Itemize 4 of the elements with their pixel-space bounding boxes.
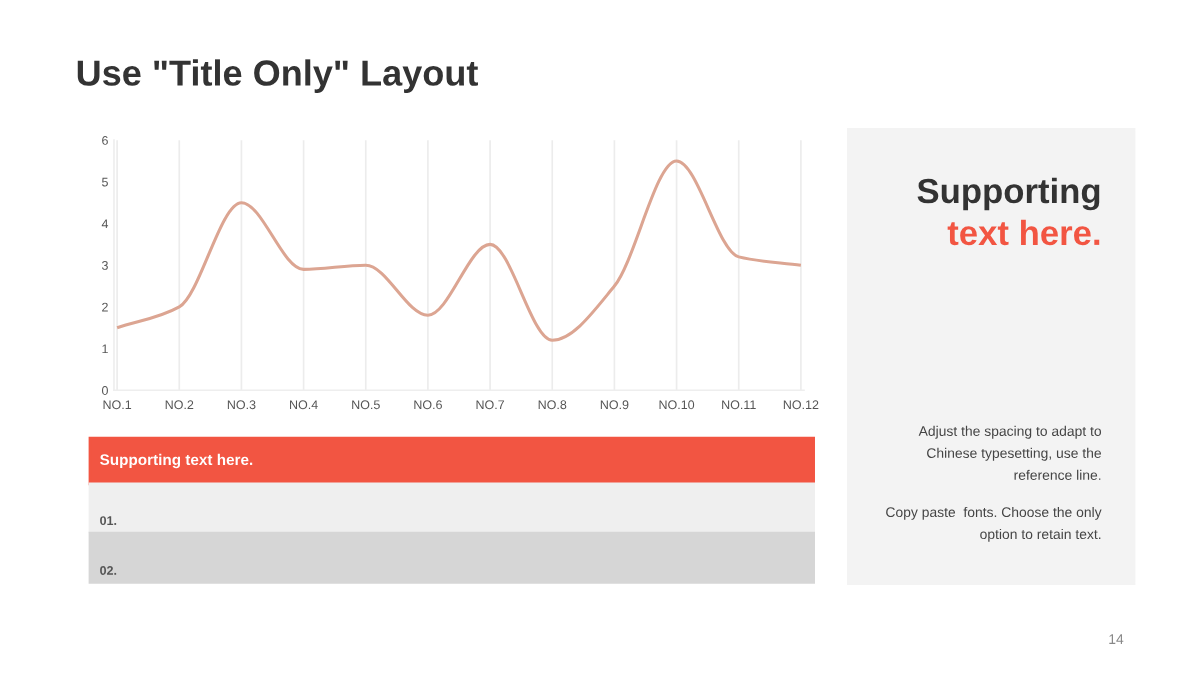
line-series: [115, 159, 803, 342]
text: Supporting: [917, 177, 1100, 211]
text: text here.: [947, 219, 1100, 246]
chart-title: Use "Title Only" Layout: [77, 59, 478, 93]
